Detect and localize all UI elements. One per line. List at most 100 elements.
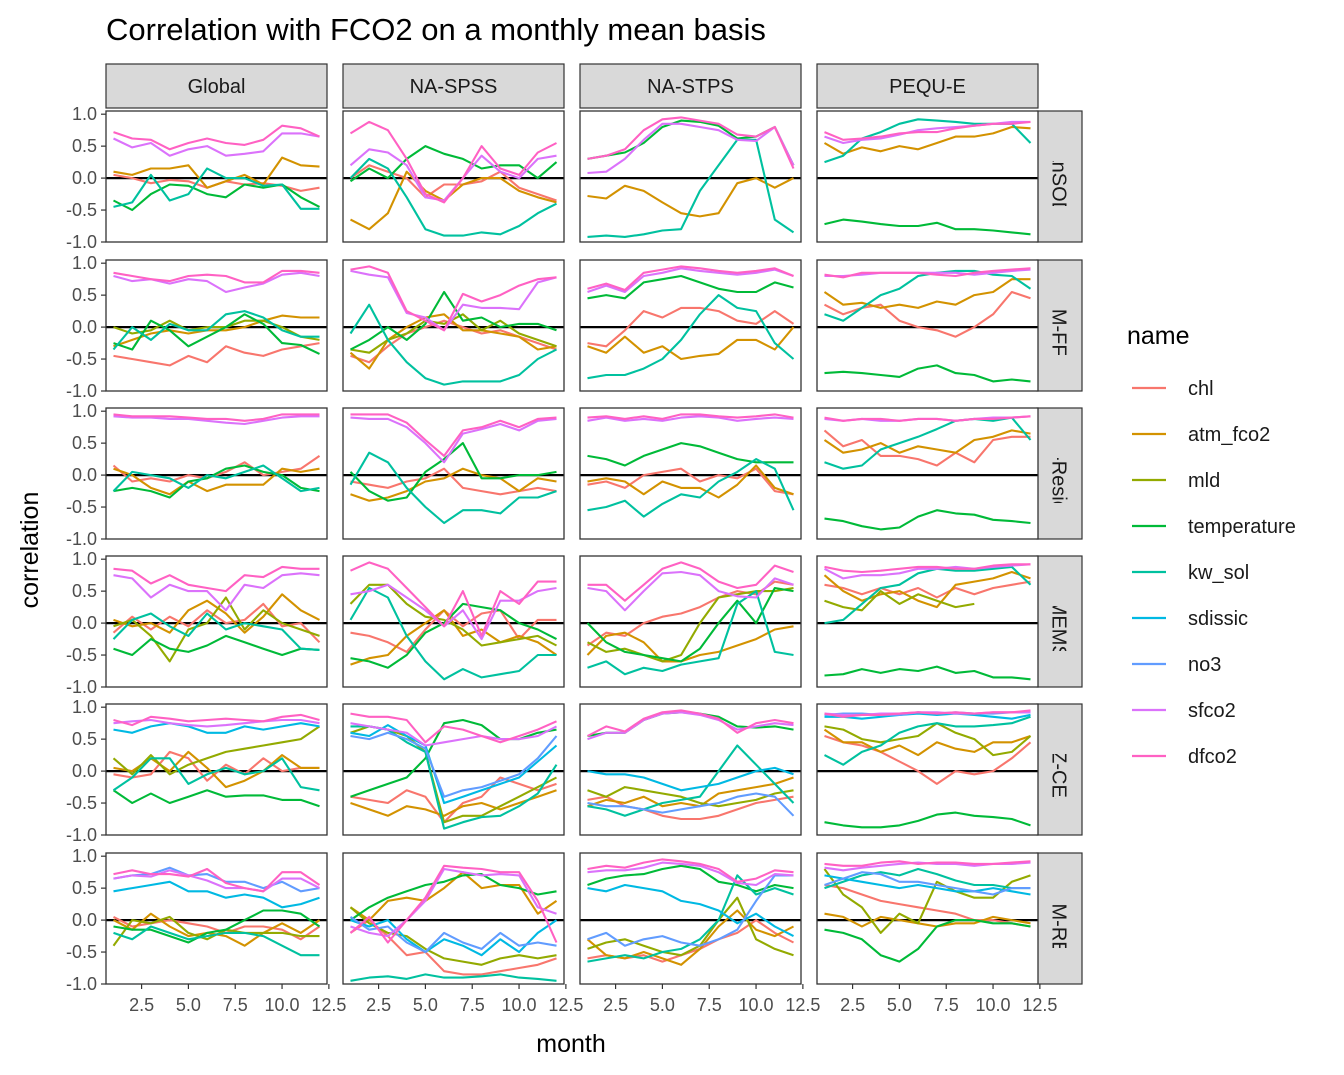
series-line-atm-fco2 [587,464,794,499]
series-line-sfco2 [350,722,557,747]
series-line-atm-fco2 [113,156,320,189]
series-line-chl [113,750,320,782]
series-line-atm-fco2 [587,177,794,218]
series-line-dfco2 [824,267,1031,279]
series-line-kw-sol [587,590,794,676]
panel-border [105,555,328,688]
legend-item-no3: no3 [1132,654,1221,676]
y-axis-cmems: -1.0 -0.5 0.0 0.5 1.0 [66,549,106,697]
panel-esom-reco-na-stps [579,852,802,985]
series-line-chl [824,735,1032,785]
x-tick-label: 5.0 [650,995,675,1015]
y-axis-esom-reco: -1.0 -0.5 0.0 0.5 1.0 [66,846,106,994]
panel-background [817,556,1038,687]
facet-strip-label: Global [188,76,246,98]
series-line-dfco2 [350,413,557,457]
series-line-chl [350,467,557,496]
panel-co2-residua-na-stps [579,407,802,540]
legend-item-sfco2: sfco2 [1132,700,1236,722]
panel-oceansodav-global [105,110,328,243]
series-line-chl [823,429,1031,467]
series-line-kw-sol [824,715,1031,766]
panel-background [343,704,564,835]
y-axis-ethz-cesm: -1.0 -0.5 0.0 0.5 1.0 [66,697,106,845]
y-tick-label: 0.0 [72,465,97,485]
series-line-mld [824,590,975,612]
facet-row-strip-bg [1036,555,1083,688]
facet-strip-na-spss: NA-SPSS [342,63,565,109]
series-line-atm-fco2 [823,429,1031,454]
panel-cmems-global [105,555,328,688]
panel-background [817,260,1038,391]
x-tick-label: 2.5 [603,995,628,1015]
series-line-mld [823,868,1031,934]
panel-co2-residua-na-spss [342,407,565,540]
facet-row-strip-label: SOM-FFN [1048,280,1070,371]
series-line-kw-sol [824,416,1032,470]
series-line-dfco2 [349,120,557,204]
series-line-kw-sol [112,464,320,493]
x-tick-label: 5.0 [176,995,201,1015]
series-line-sfco2 [824,563,1031,580]
y-tick-label: -0.5 [66,645,97,665]
x-axis-pequ-e: 2.5 5.0 7.5 10.0 12.5 [840,984,1057,1015]
y-tick-label: 1.0 [72,697,97,717]
panel-border [105,852,328,985]
y-axis-co2-residua: -1.0 -0.5 0.0 0.5 1.0 [66,401,106,549]
panel-ethz-cesm-global [105,703,328,836]
series-line-atm-fco2 [350,609,558,666]
y-tick-label: 0.0 [72,168,97,188]
panel-border [579,703,802,836]
series-line-atm-fco2 [586,625,794,663]
y-tick-label: -1.0 [66,974,97,994]
y-tick-label: -1.0 [66,381,97,401]
series-line-sdissic [587,766,794,792]
panel-border [579,110,802,243]
legend-item-chl: chl [1132,378,1214,400]
panel-border [579,852,802,985]
panel-som-ffn-na-spss [342,259,565,392]
panel-co2-residua-global [105,407,328,540]
series-line-temperature [587,864,794,893]
series-line-sfco2 [113,718,320,728]
series-line-dfco2 [113,867,321,893]
series-line-dfco2 [113,713,320,727]
series-line-temperature [824,364,1031,383]
y-tick-label: 1.0 [72,253,97,273]
legend-item-label: kw_sol [1188,562,1249,584]
panel-background [343,260,564,391]
series-line-temperature [824,811,1031,829]
series-line-dfco2 [113,269,320,284]
series-line-temperature [349,873,557,921]
legend-item-temperature: temperature [1132,516,1296,538]
series-line-kw-sol [587,294,795,380]
series-line-atm-fco2 [823,728,1031,757]
facet-row-strip-label: ETHZ-CESM [1048,711,1070,828]
panel-border [816,703,1039,836]
series-line-dfco2 [113,565,320,593]
series-line-sfco2 [587,711,794,741]
series-line-kw-sol [587,138,795,238]
facet-row-strip-bg [1036,110,1083,243]
y-tick-label: 0.5 [72,136,97,156]
series-line-sfco2 [587,570,794,612]
panel-co2-residua-pequ-e [816,407,1039,540]
series-line-atm-fco2 [350,789,557,817]
series-line-dfco2 [113,124,320,151]
series-line-mld [587,786,794,808]
panel-border [342,852,565,985]
series-line-kw-sol [349,451,557,525]
x-axis-na-spss: 2.5 5.0 7.5 10.0 12.5 [366,984,583,1015]
series-line-chl [113,915,321,941]
series-line-dfco2 [824,120,1031,141]
series-line-sfco2 [350,269,557,332]
y-tick-label: 1.0 [72,846,97,866]
series-line-kw-sol [350,973,557,982]
facet-row-strip-ethz-cesm: ETHZ-CESM [1036,703,1083,836]
series-line-atm-fco2 [113,467,320,496]
panel-ethz-cesm-na-spss [342,703,565,836]
legend-item-label: sfco2 [1188,700,1236,722]
x-tick-label: 10.0 [265,995,300,1015]
